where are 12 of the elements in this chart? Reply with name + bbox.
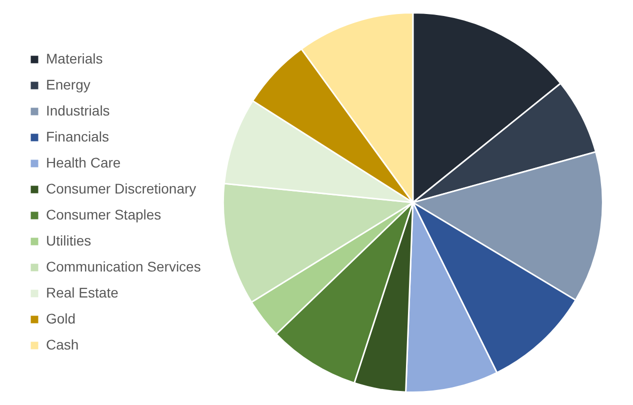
legend-label: Communication Services	[46, 258, 201, 274]
legend-label: Consumer Staples	[46, 206, 162, 222]
legend-label: Utilities	[46, 232, 92, 248]
legend-label: Gold	[46, 310, 76, 326]
legend-label: Materials	[46, 50, 103, 66]
legend-label: Industrials	[46, 102, 110, 118]
legend-label: Real Estate	[46, 284, 119, 300]
legend-label: Financials	[46, 128, 110, 144]
legend-label: Health Care	[46, 154, 121, 170]
legend-label: Consumer Discretionary	[46, 180, 196, 196]
legend-label: Cash	[46, 336, 79, 352]
legend-label: Energy	[46, 76, 90, 92]
